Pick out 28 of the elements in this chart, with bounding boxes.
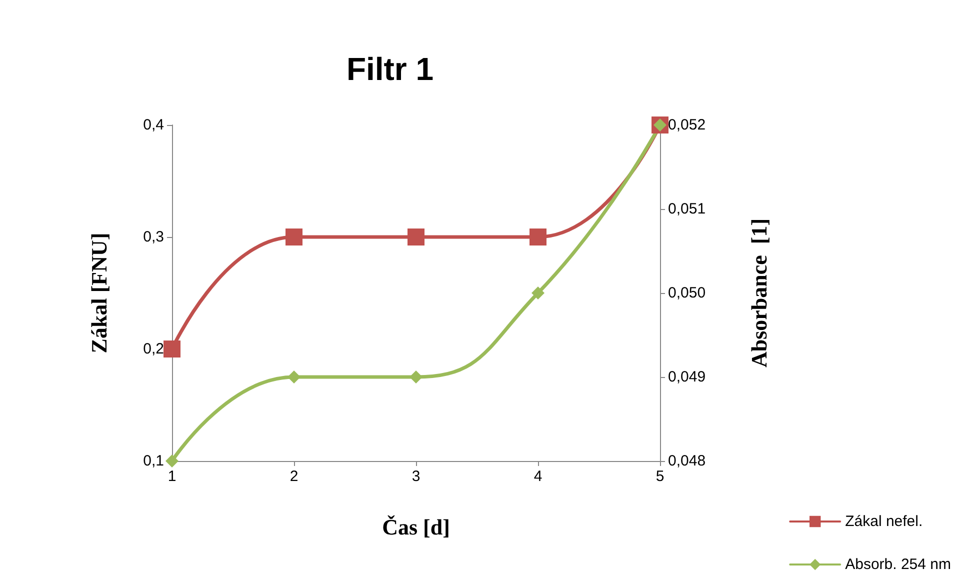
point [286, 228, 302, 246]
y2-tick-label: 0,051 [668, 200, 706, 218]
legend-label: Absorb. 254 nm [845, 556, 952, 573]
x-tick-label: 4 [534, 468, 542, 485]
y2-tick-label: 0,050 [668, 284, 706, 302]
x-tick-label: 5 [656, 468, 664, 485]
point [408, 228, 424, 246]
point [410, 370, 422, 384]
y2-tick-label: 0,052 [668, 116, 706, 134]
y-tick-label: 0,3 [143, 228, 164, 246]
point [166, 454, 178, 468]
x-tick-label: 3 [412, 468, 420, 485]
y2-tick-label: 0,048 [668, 452, 706, 470]
chart-title: Filtr 1 [346, 51, 434, 87]
y-tick-label: 0,4 [143, 116, 164, 134]
y2-axis-title: Absorbance [1] [746, 218, 772, 368]
point [164, 340, 180, 358]
point [288, 370, 300, 384]
x-tick-label: 1 [168, 468, 176, 485]
x-axis-title: Čas [d] [382, 514, 450, 540]
y-tick-label: 0,1 [143, 452, 164, 470]
point [532, 286, 544, 300]
y-tick-label: 0,2 [143, 340, 164, 358]
legend-label: Zákal nefel. [845, 513, 923, 530]
x-tick-label: 2 [290, 468, 298, 485]
y2-tick-label: 0,049 [668, 368, 706, 386]
point [530, 228, 546, 246]
y-axis-title: Zákal [FNU] [86, 232, 112, 354]
